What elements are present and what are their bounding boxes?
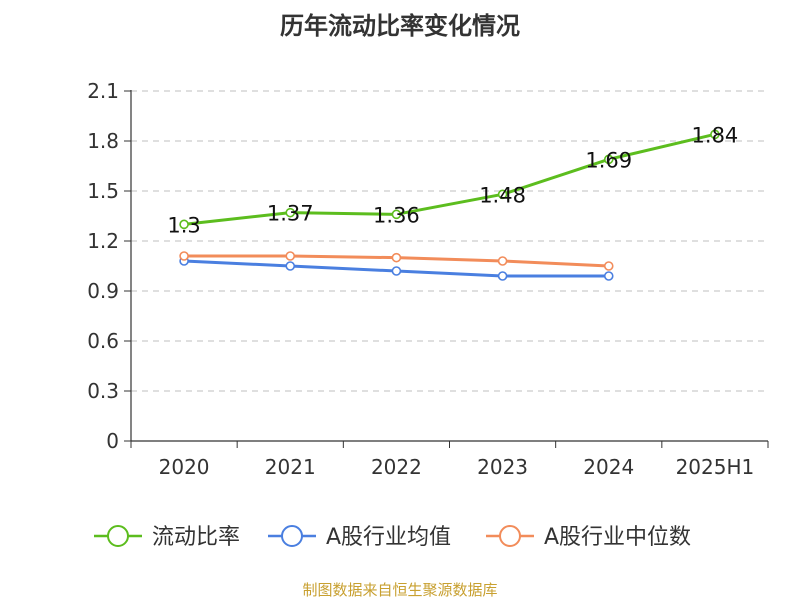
gridlines bbox=[131, 90, 768, 392]
y-tick-label: 1.2 bbox=[87, 229, 119, 253]
x-tick-label: 2024 bbox=[583, 455, 634, 479]
data-point[interactable] bbox=[391, 252, 402, 263]
legend-label: 流动比率 bbox=[152, 525, 240, 550]
x-tick-label: 2023 bbox=[477, 455, 528, 479]
x-tick-label: 2021 bbox=[265, 455, 316, 479]
legend-marker-icon bbox=[107, 525, 129, 547]
y-tick-label: 0.6 bbox=[87, 329, 119, 353]
y-tick-label: 0.9 bbox=[87, 279, 119, 303]
chart-title: 历年流动比率变化情况 bbox=[280, 12, 520, 40]
source-note: 制图数据来自恒生聚源数据库 bbox=[302, 581, 498, 599]
data-label: 1.36 bbox=[373, 203, 420, 227]
data-point[interactable] bbox=[285, 251, 296, 261]
data-point[interactable] bbox=[497, 271, 508, 281]
data-label: 1.69 bbox=[585, 148, 632, 172]
legend-marker-icon bbox=[281, 525, 303, 547]
y-tick-label: 1.5 bbox=[87, 179, 119, 203]
data-point[interactable] bbox=[285, 261, 296, 271]
data-label: 1.84 bbox=[692, 123, 739, 147]
axes: 0 0.3 0.6 0.9 1.2 1.5 1.8 2.1 2020 2021 2022 2023 20… bbox=[87, 79, 769, 479]
data-point[interactable] bbox=[710, 129, 720, 140]
data-point[interactable] bbox=[497, 256, 508, 266]
data-point[interactable] bbox=[391, 209, 402, 220]
x-tick-label: 2020 bbox=[159, 455, 210, 479]
series-lines bbox=[179, 129, 720, 281]
data-label: 1.37 bbox=[267, 202, 314, 226]
data-point[interactable] bbox=[179, 251, 189, 261]
data-label: 1.48 bbox=[479, 183, 526, 207]
data-label: 1.3 bbox=[167, 213, 200, 237]
data-point[interactable] bbox=[391, 266, 402, 276]
legend-item-1[interactable]: A股行业均值 bbox=[268, 525, 451, 550]
legend-item-2[interactable]: A股行业中位数 bbox=[486, 525, 691, 550]
legend-marker-icon bbox=[499, 525, 521, 547]
data-point[interactable] bbox=[603, 271, 614, 281]
data-point[interactable] bbox=[179, 219, 189, 230]
data-point[interactable] bbox=[603, 261, 614, 271]
legend-label: A股行业中位数 bbox=[544, 525, 691, 550]
legend-item-0[interactable]: 流动比率 bbox=[94, 525, 240, 550]
x-tick-label: 2022 bbox=[371, 455, 422, 479]
legend-label: A股行业均值 bbox=[326, 525, 451, 550]
y-tick-label: 2.1 bbox=[87, 79, 119, 103]
x-tick-label: 2025H1 bbox=[676, 455, 755, 479]
y-tick-label: 1.8 bbox=[87, 129, 119, 153]
y-tick-label: 0 bbox=[106, 429, 119, 453]
data-point[interactable] bbox=[603, 154, 614, 165]
data-point[interactable] bbox=[497, 189, 508, 200]
legend[interactable]: 流动比率 A股行业均值 A股行业中位数 bbox=[94, 525, 691, 550]
series-line-0 bbox=[183, 132, 716, 226]
data-point[interactable] bbox=[285, 207, 296, 218]
data-labels: 1.3 1.37 1.36 1.48 1.69 1.84 bbox=[167, 123, 738, 237]
y-tick-label: 0.3 bbox=[87, 379, 119, 403]
